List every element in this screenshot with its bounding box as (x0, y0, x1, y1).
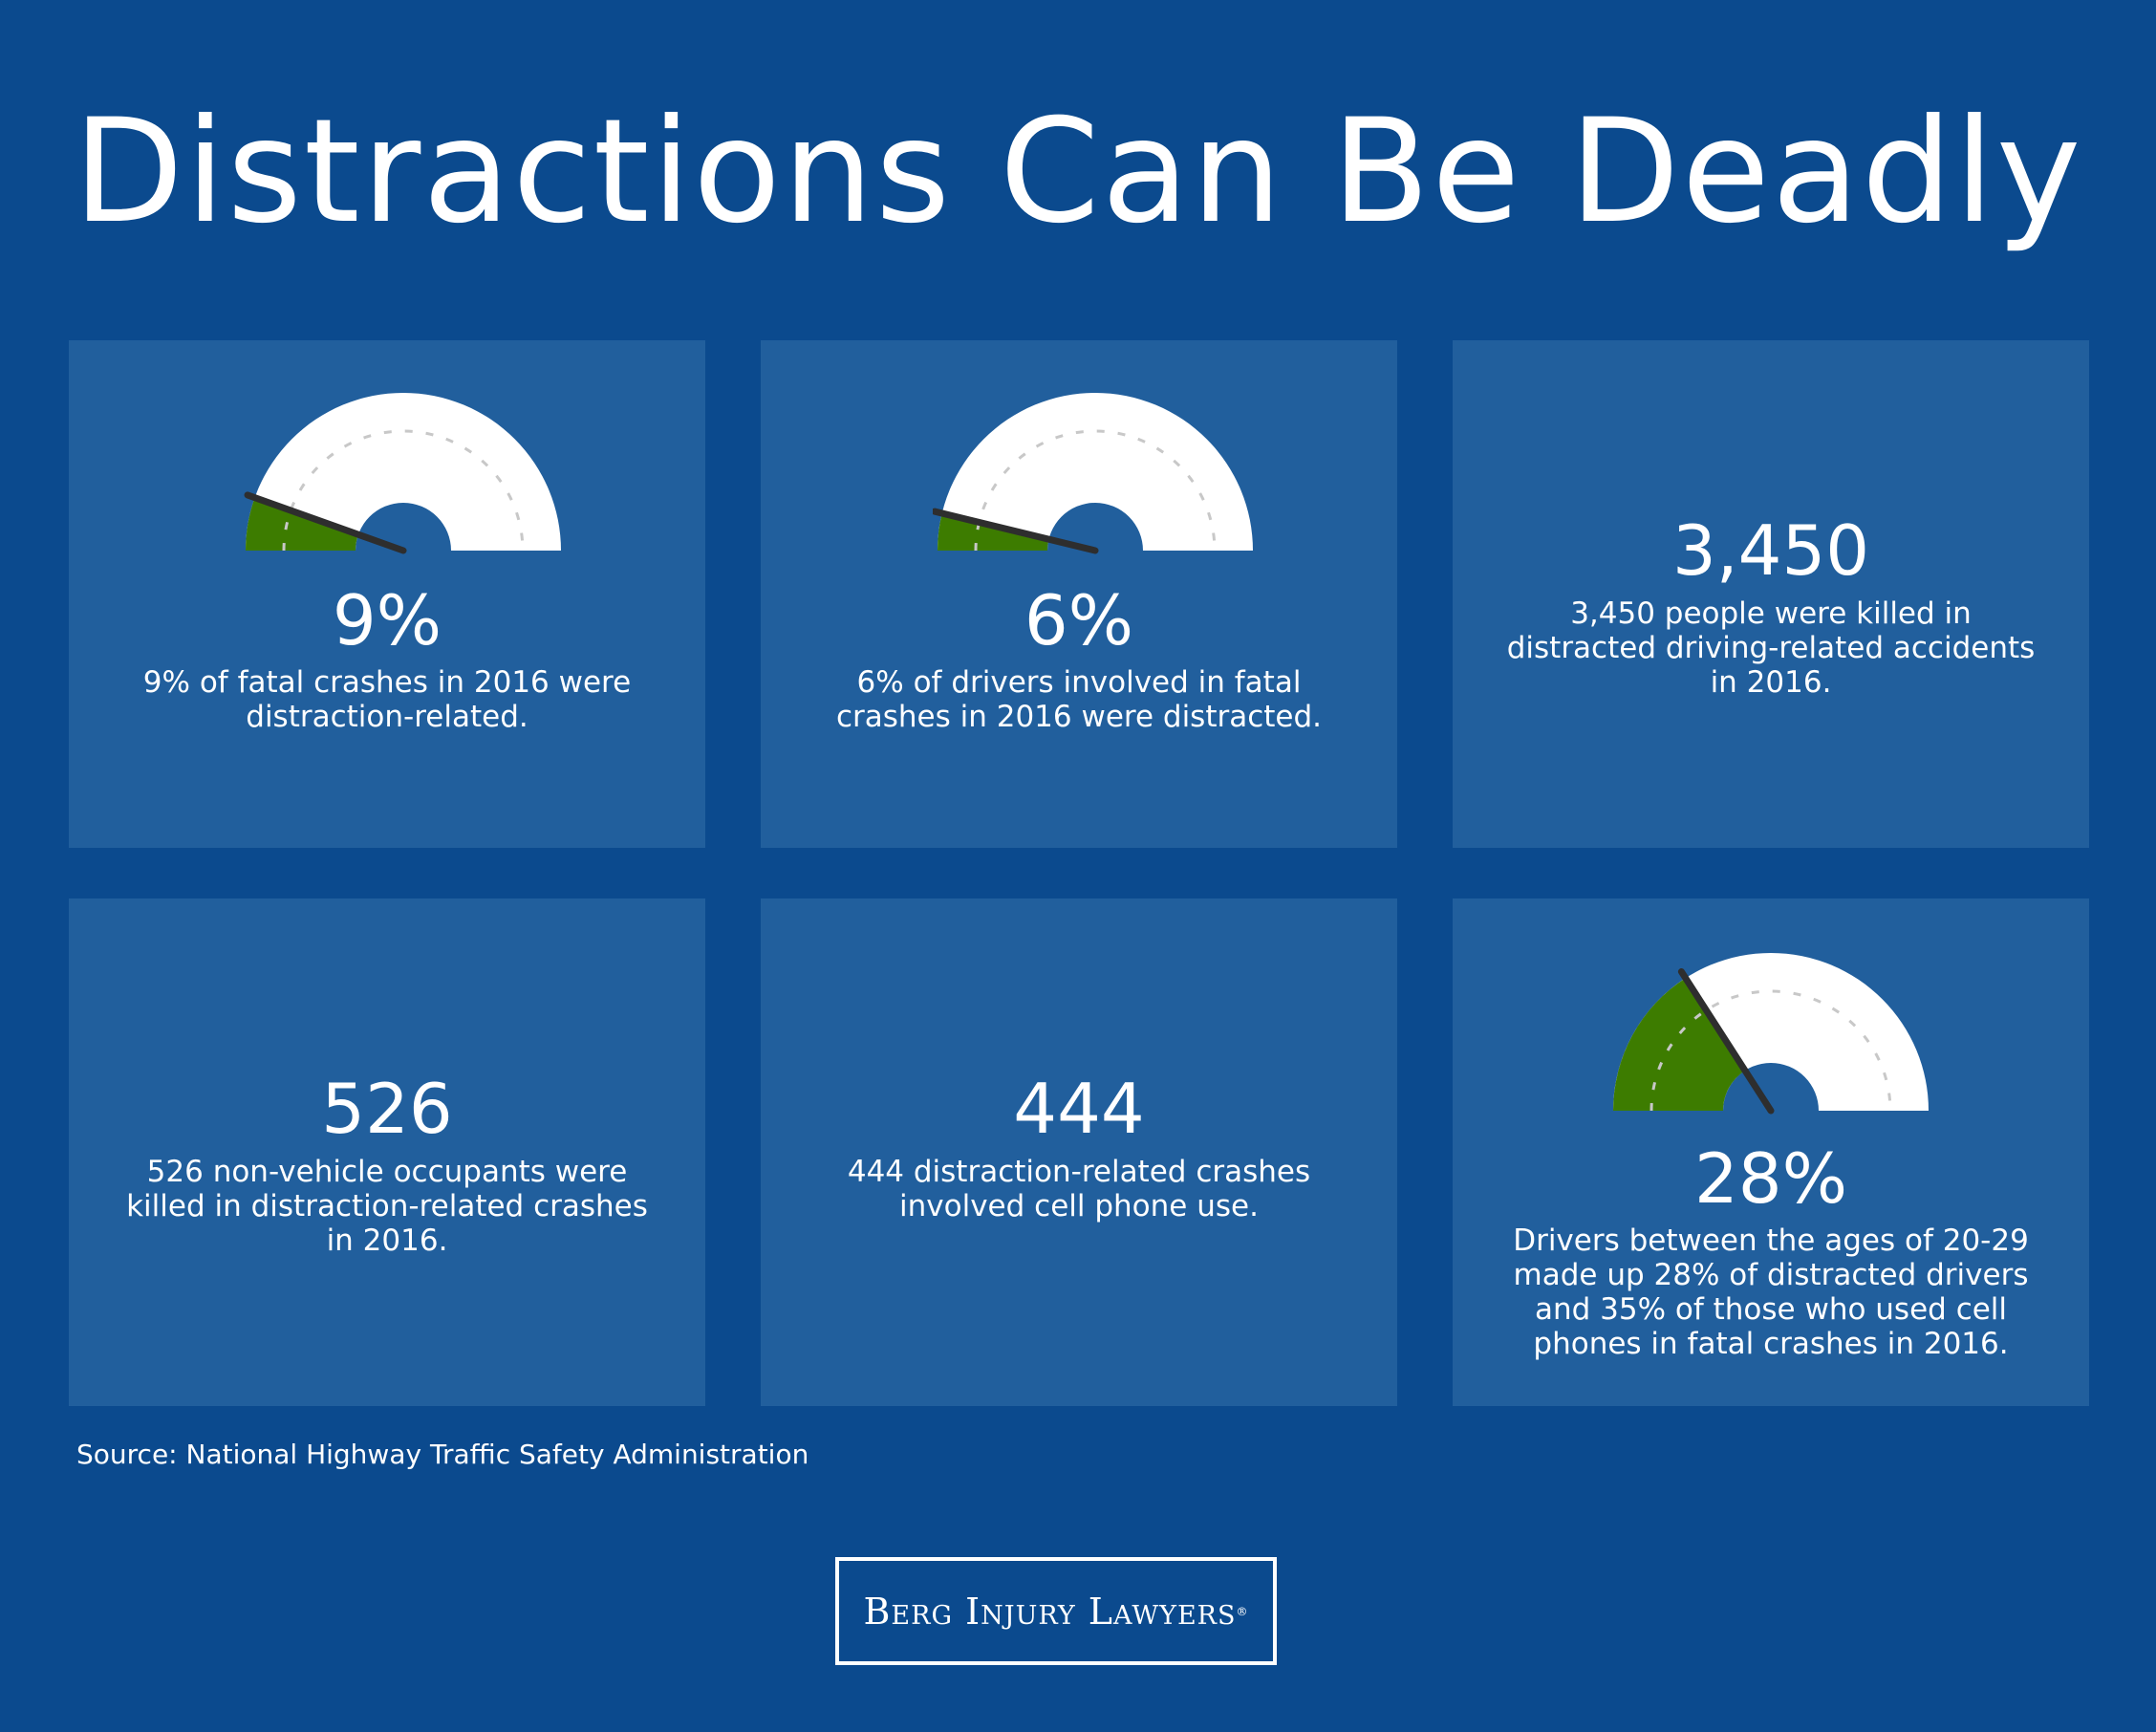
gauge-dashed-track (282, 429, 525, 552)
description-line: killed in distraction-related crashes (126, 1189, 648, 1223)
company-logo: Berg Injury Lawyers ® (835, 1557, 1277, 1665)
gauge-chart (933, 393, 1253, 554)
stat-description: 444 distraction-related crashes involved… (761, 1155, 1397, 1223)
stat-description: 9% of fatal crashes in 2016 were distrac… (69, 665, 705, 734)
description-line: 9% of fatal crashes in 2016 were (142, 665, 632, 700)
stat-value: 9% (332, 580, 442, 660)
gauge-fill (938, 512, 1049, 551)
description-line: 3,450 people were killed in (1570, 596, 1972, 631)
gauge-face (246, 393, 561, 551)
description-line: phones in fatal crashes in 2016. (1533, 1327, 2009, 1361)
description-line: crashes in 2016 were distracted. (835, 700, 1323, 734)
logo-text: Berg Injury Lawyers (863, 1590, 1237, 1633)
description-line: in 2016. (326, 1223, 448, 1258)
description-line: 6% of drivers involved in fatal (856, 665, 1302, 700)
stat-card-cell-phone: 444 444 distraction-related crashes invo… (761, 898, 1397, 1406)
source-note: Source: National Highway Traffic Safety … (76, 1439, 809, 1470)
gauge-dashed-track (1649, 989, 1892, 1112)
stat-value: 6% (1024, 580, 1134, 660)
stat-description: 526 non-vehicle occupants were killed in… (69, 1155, 705, 1258)
stat-description: 6% of drivers involved in fatal crashes … (761, 665, 1397, 734)
page-title: Distractions Can Be Deadly (73, 89, 2083, 255)
stat-value: 444 (1013, 1069, 1145, 1149)
description-line: involved cell phone use. (899, 1189, 1259, 1223)
description-line: in 2016. (1710, 665, 1832, 700)
description-line: made up 28% of distracted drivers (1513, 1258, 2029, 1292)
registered-mark: ® (1236, 1604, 1249, 1618)
gauge-needle (1677, 968, 1775, 1115)
description-line: Drivers between the ages of 20-29 (1513, 1223, 2029, 1258)
gauge-chart (1613, 953, 1929, 1115)
stat-value: 3,450 (1671, 510, 1870, 591)
stat-card-people-killed: 3,450 3,450 people were killed in distra… (1453, 340, 2089, 848)
description-line: 526 non-vehicle occupants were (146, 1155, 628, 1189)
gauge-fill (1613, 978, 1745, 1111)
stat-description: 3,450 people were killed in distracted d… (1453, 596, 2089, 700)
stat-description: Drivers between the ages of 20-29 made u… (1453, 1223, 2089, 1361)
stat-card-fatal-crashes: 9% 9% of fatal crashes in 2016 were dist… (69, 340, 705, 848)
stat-value: 28% (1693, 1138, 1848, 1219)
description-line: distraction-related. (246, 700, 528, 734)
description-line: distracted driving-related accidents (1506, 631, 2036, 665)
gauge-fill (246, 497, 358, 551)
stat-value: 526 (321, 1069, 453, 1149)
stat-card-non-vehicle-occupants: 526 526 non-vehicle occupants were kille… (69, 898, 705, 1406)
gauge-dashed-track (974, 429, 1217, 552)
gauge-face (938, 393, 1253, 551)
gauge-chart (244, 393, 561, 554)
description-line: 444 distraction-related crashes (847, 1155, 1311, 1189)
gauge-needle (244, 491, 407, 554)
description-line: and 35% of those who used cell (1534, 1292, 2008, 1327)
stat-card-distracted-drivers: 6% 6% of drivers involved in fatal crash… (761, 340, 1397, 848)
gauge-needle (933, 508, 1099, 554)
stat-card-young-drivers: 28% Drivers between the ages of 20-29 ma… (1453, 898, 2089, 1406)
